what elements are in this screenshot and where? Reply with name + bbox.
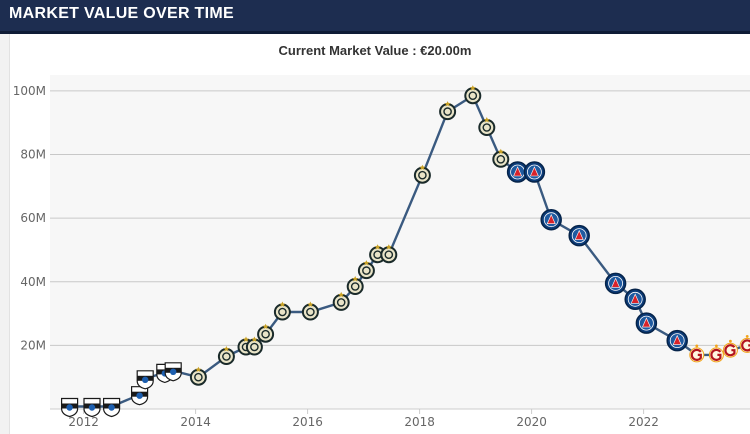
grid-lines — [50, 90, 750, 346]
panel-header: MARKET VALUE OVER TIME — [0, 0, 750, 34]
sampdoria-crest-icon[interactable] — [164, 362, 182, 382]
inter-crest-icon[interactable] — [464, 85, 482, 105]
y-tick-label: 80M — [20, 148, 46, 162]
psg-crest-icon[interactable] — [624, 288, 646, 311]
psg-crest-icon[interactable] — [604, 272, 627, 295]
x-tick-label: 2022 — [628, 415, 659, 429]
psg-crest-icon[interactable] — [523, 161, 546, 183]
x-tick-label: 2018 — [404, 415, 435, 429]
panel-title: MARKET VALUE OVER TIME — [9, 5, 234, 22]
inter-crest-icon[interactable] — [257, 323, 275, 343]
galatasaray-crest-icon[interactable] — [689, 344, 705, 363]
x-tick-label: 2020 — [516, 415, 547, 429]
x-tick-label: 2014 — [180, 415, 211, 429]
inter-crest-icon[interactable] — [332, 291, 350, 311]
sampdoria-crest-icon[interactable] — [60, 397, 79, 418]
inter-crest-icon[interactable] — [413, 164, 431, 184]
sampdoria-crest-icon[interactable] — [136, 370, 154, 390]
inter-crest-icon[interactable] — [273, 301, 291, 321]
psg-crest-icon[interactable] — [666, 329, 688, 352]
x-tick-label: 2016 — [292, 415, 323, 429]
psg-crest-icon[interactable] — [568, 224, 590, 247]
y-tick-label: 100M — [13, 84, 46, 98]
psg-crest-icon[interactable] — [635, 312, 658, 334]
inter-crest-icon[interactable] — [357, 260, 375, 280]
sampdoria-crest-icon[interactable] — [131, 386, 149, 406]
galatasaray-crest-icon[interactable] — [739, 335, 750, 353]
left-strip — [0, 34, 9, 434]
inter-crest-icon[interactable] — [245, 336, 263, 356]
inter-crest-icon[interactable] — [439, 101, 457, 121]
inter-crest-icon[interactable] — [217, 346, 235, 365]
club-markers[interactable] — [60, 85, 750, 418]
sampdoria-crest-icon[interactable] — [83, 397, 101, 418]
y-tick-label: 60M — [20, 211, 46, 225]
y-tick-label: 20M — [20, 338, 46, 352]
galatasaray-crest-icon[interactable] — [708, 344, 724, 363]
sampdoria-crest-icon[interactable] — [102, 397, 121, 418]
psg-crest-icon[interactable] — [540, 208, 562, 231]
inter-crest-icon[interactable] — [301, 301, 319, 321]
inter-crest-icon[interactable] — [380, 244, 398, 264]
inter-crest-icon[interactable] — [492, 148, 510, 168]
psg-crest-icon[interactable] — [506, 161, 529, 183]
chart-title: Current Market Value : €20.00m — [278, 43, 472, 58]
x-tick-label: 2012 — [68, 415, 99, 429]
y-tick-label: 40M — [20, 275, 46, 289]
inter-crest-icon[interactable] — [478, 117, 496, 136]
axes: 20M 40M 60M 80M 100M 2012 2014 2016 2018 2020 2022 — [13, 84, 750, 429]
plot-background — [50, 75, 750, 409]
galatasaray-crest-icon[interactable] — [722, 339, 738, 358]
inter-crest-icon[interactable] — [346, 276, 364, 295]
inter-crest-icon[interactable] — [189, 366, 207, 386]
